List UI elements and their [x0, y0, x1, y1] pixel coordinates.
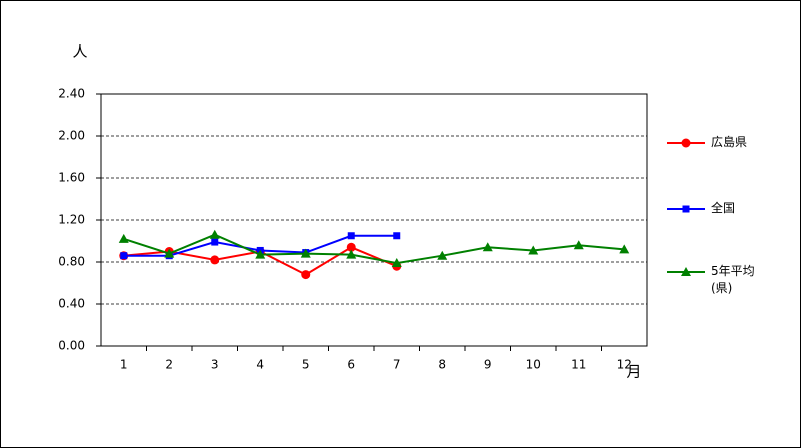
data-point [210, 255, 220, 265]
data-point [209, 229, 220, 239]
x-tick-label: 2 [165, 358, 173, 372]
x-tick-label: 7 [393, 358, 401, 372]
x-tick-label: 12 [617, 358, 632, 372]
y-tick-label: 1.60 [58, 171, 85, 185]
data-point [393, 232, 401, 240]
x-tick-label: 3 [211, 358, 219, 372]
data-point [528, 245, 539, 255]
data-point [301, 270, 311, 280]
y-unit: 人 [72, 43, 87, 61]
x-tick-label: 4 [256, 358, 264, 372]
legend-label: 全国 [711, 201, 736, 215]
x-tick-label: 8 [438, 358, 446, 372]
y-tick-label: 0.80 [58, 255, 85, 269]
data-point [347, 232, 355, 240]
y-tick-label: 0.40 [58, 297, 85, 311]
data-point [164, 248, 175, 258]
data-point [619, 244, 630, 254]
series-line [123, 233, 625, 265]
data-point [482, 242, 493, 252]
y-tick-label: 2.00 [58, 129, 85, 143]
x-tick-label: 10 [526, 358, 541, 372]
data-point [391, 258, 402, 268]
data-point [120, 252, 128, 260]
x-tick-label: 1 [120, 358, 128, 372]
legend-label: 5年平均 (県) [711, 264, 755, 295]
legend-marker [681, 267, 691, 276]
legend-marker [682, 205, 690, 213]
data-point [437, 250, 448, 260]
y-tick-label: 1.20 [58, 213, 85, 227]
x-tick-label: 5 [302, 358, 310, 372]
data-point [346, 242, 356, 252]
y-tick-label: 0.00 [58, 339, 85, 353]
data-point [255, 249, 266, 259]
legend-marker [681, 138, 691, 148]
x-tick-label: 11 [571, 358, 586, 372]
data-point [300, 248, 311, 258]
data-point [573, 240, 584, 250]
data-point [346, 249, 357, 259]
y-tick-label: 2.40 [58, 87, 85, 101]
data-point [118, 233, 129, 243]
x-tick-label: 9 [484, 358, 492, 372]
x-unit: 月 [626, 363, 641, 381]
data-point [211, 238, 219, 246]
x-tick-label: 6 [347, 358, 355, 372]
legend-label: 広島県 [711, 135, 748, 149]
